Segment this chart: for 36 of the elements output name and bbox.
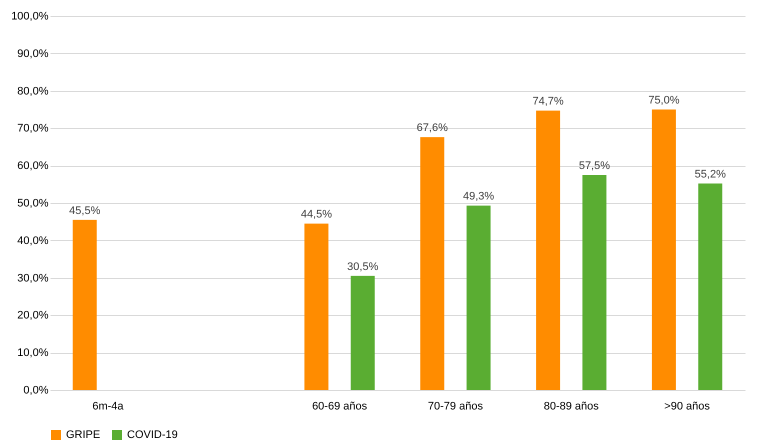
bar [350,276,375,390]
y-tick-label: 40,0% [17,234,49,247]
bar [698,184,722,390]
y-tick-label: 80,0% [17,85,49,98]
x-tick-label: 70-79 años [428,400,484,412]
data-label: 45,5% [69,204,101,217]
y-tick-label: 50,0% [17,198,49,210]
bar [72,220,97,390]
bar [536,110,560,390]
data-label: 55,2% [694,168,726,181]
bar [582,174,606,390]
y-tick-label: 0,0% [23,384,49,396]
data-label: 57,5% [578,160,610,172]
y-tick-label: 90,0% [17,48,49,60]
x-tick-label: >90 años [664,400,710,412]
y-tick-label: 70,0% [17,122,49,135]
data-label: 30,5% [347,260,379,273]
y-tick-label: 60,0% [17,160,49,172]
y-tick-label: 10,0% [17,347,49,360]
legend-label: COVID-19 [127,429,178,441]
x-tick-label: 60-69 años [312,400,368,412]
bar [304,224,328,390]
y-tick-label: 30,0% [17,272,49,284]
data-label: 49,3% [462,190,494,203]
x-tick-label: 80-89 años [544,400,600,412]
y-tick-label: 20,0% [17,310,49,322]
data-label: 44,5% [300,208,332,221]
data-label: 67,6% [416,122,448,134]
bar [466,206,491,390]
bar [652,110,676,390]
y-tick-label: 100,0% [11,10,49,22]
data-label: 75,0% [648,94,680,106]
data-label: 74,7% [532,96,564,108]
legend-label: GRIPE [66,429,100,441]
bar [420,137,444,390]
x-tick-label: 6m-4a [92,400,124,412]
